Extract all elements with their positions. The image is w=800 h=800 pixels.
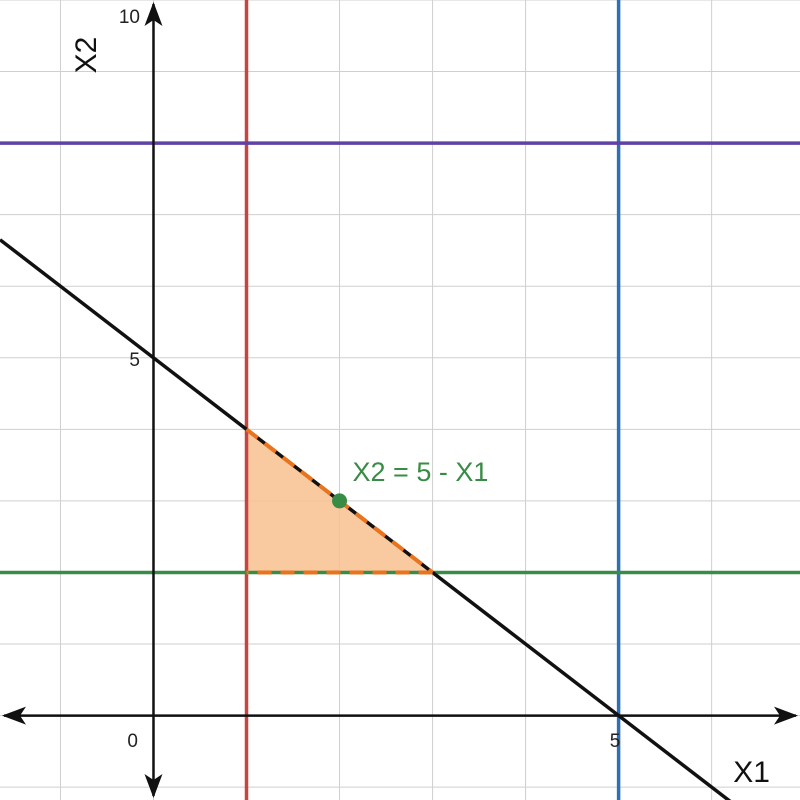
x-axis-arrow-right — [774, 706, 798, 725]
point-label: X2 = 5 - X1 — [353, 457, 489, 487]
point-group: X2 = 5 - X1 — [332, 457, 488, 509]
y-tick-label-5: 5 — [129, 350, 140, 371]
x-axis-title: X1 — [733, 756, 770, 789]
tick-labels: 0 5 5 10 — [119, 7, 620, 752]
axis-titles: X1 X2 — [70, 37, 770, 789]
y-axis-arrow-down — [144, 774, 163, 798]
data-point — [332, 493, 348, 509]
y-axis-arrow-up — [144, 2, 163, 26]
x-axis-arrow-left — [2, 706, 26, 725]
y-axis-title: X2 — [70, 37, 103, 74]
origin-tick-label: 0 — [127, 731, 138, 752]
y-tick-label-10: 10 — [119, 7, 140, 28]
x-tick-label-5: 5 — [610, 731, 621, 752]
